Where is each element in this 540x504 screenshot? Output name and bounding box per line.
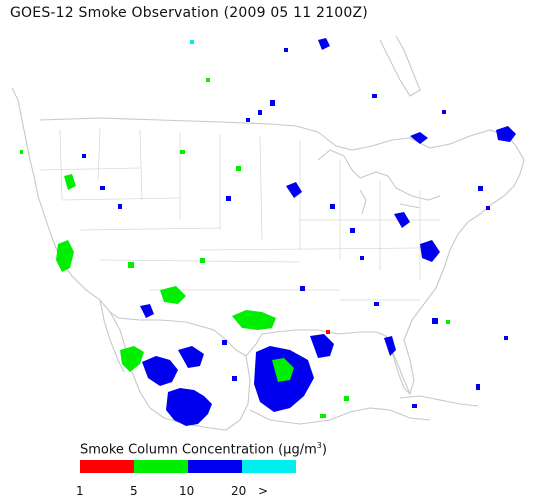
legend-tick-5: 5 bbox=[130, 484, 138, 498]
smoke-arizona-blue bbox=[140, 304, 154, 318]
smoke-minnesota bbox=[286, 182, 302, 198]
smoke-mexico-mid bbox=[178, 346, 204, 368]
legend-tick-greater: > bbox=[258, 484, 269, 498]
legend-tick-20: 20 bbox=[231, 484, 247, 498]
legend-color-bar bbox=[80, 460, 296, 473]
cuba bbox=[399, 395, 479, 407]
legend-swatch-blue bbox=[188, 460, 242, 473]
smoke-quebec bbox=[410, 132, 428, 144]
smoke-canada-north bbox=[318, 38, 330, 50]
smoke-mexico-west bbox=[142, 356, 178, 386]
smoke-california bbox=[56, 240, 74, 272]
smoke-arizona bbox=[160, 286, 186, 304]
smoke-yucatan bbox=[310, 334, 334, 358]
smoke-mexico-large bbox=[166, 388, 212, 426]
canada-border bbox=[39, 117, 509, 151]
legend-title: Smoke Column Concentration (μg/m3) bbox=[80, 441, 327, 457]
smoke-pixels bbox=[56, 38, 516, 426]
legend-swatch-cyan bbox=[242, 460, 296, 473]
smoke-texas-green bbox=[232, 310, 276, 330]
legend-unit-sup: 3 bbox=[316, 441, 322, 450]
map-title: GOES-12 Smoke Observation (2009 05 11 21… bbox=[10, 5, 368, 21]
smoke-mexico-west-green bbox=[120, 346, 144, 372]
smoke-red-spot bbox=[326, 330, 330, 334]
smoke-oregon bbox=[64, 174, 76, 190]
hudson-bay bbox=[379, 35, 421, 97]
legend-tick-10: 10 bbox=[179, 484, 195, 498]
legend-unit-mu: μ bbox=[283, 442, 292, 458]
legend-swatch-red bbox=[80, 460, 134, 473]
legend-tick-1: 1 bbox=[76, 484, 84, 498]
smoke-florida bbox=[384, 336, 396, 356]
great-lakes bbox=[317, 149, 441, 215]
us-outline bbox=[11, 87, 525, 396]
smoke-northeast bbox=[496, 126, 516, 142]
smoke-carolina bbox=[420, 240, 440, 262]
legend-unit-rest: g/m bbox=[291, 442, 317, 458]
legend-swatch-green bbox=[134, 460, 188, 473]
legend-title-prefix: Smoke Column Concentration ( bbox=[80, 442, 284, 458]
smoke-speckles bbox=[20, 40, 508, 418]
smoke-gulf-inner-green bbox=[272, 358, 294, 382]
state-borders bbox=[39, 127, 440, 301]
legend-title-suffix: ) bbox=[321, 442, 327, 458]
baja bbox=[99, 299, 125, 373]
smoke-mid-atlantic bbox=[394, 212, 410, 228]
